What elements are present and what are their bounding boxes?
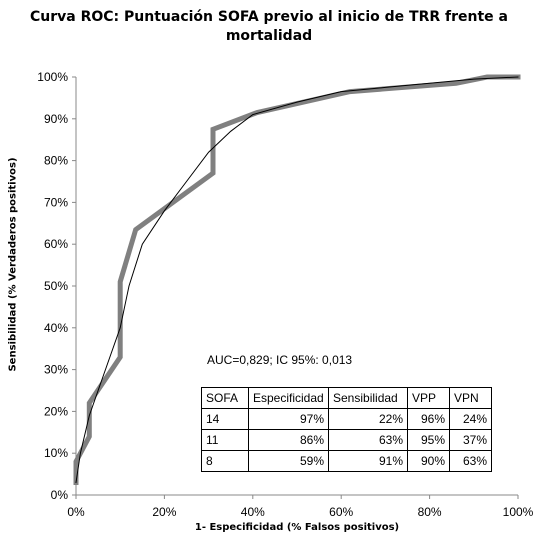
table-cell: 14 [201,408,249,430]
table-row: 8 59% 91% 90% 63% [201,450,492,472]
x-axis: 0% 20% 40% 60% 80% 100% [67,494,534,519]
y-axis-label: Sensibilidad (% Verdaderos positivos) [7,157,19,372]
table-cell: 86% [248,429,329,451]
y-tick-label: 0% [51,488,69,502]
table-cell: 11 [201,429,249,451]
table-row: 14 97% 22% 96% 24% [201,408,492,430]
y-tick-label: 90% [44,112,68,126]
series-layer [73,74,521,485]
header-especificidad: Especificidad [248,387,329,409]
x-axis-label: 1- Especificidad (% Falsos positivos) [194,522,400,533]
table-cell: 97% [248,408,329,430]
y-tick-label: 100% [37,70,68,84]
table-cell: 24% [449,408,492,430]
header-vpn: VPN [449,387,492,409]
y-axis: 0% 10% 20% 30% 40% 50% 60% 70% 80% 90% 100% [37,70,77,502]
table-cell: 90% [407,450,450,472]
header-vpp: VPP [407,387,450,409]
y-tick-label: 10% [44,446,68,460]
table-row: 11 86% 63% 95% 37% [201,429,492,451]
y-tick-label: 50% [44,279,68,293]
table-cell: 59% [248,450,329,472]
header-sensibilidad: Sensibilidad [328,387,408,409]
stats-header-row: SOFA Especificidad Sensibilidad VPP VPN [201,387,492,409]
x-tick-label: 40% [241,505,265,519]
x-tick-label: 0% [67,505,85,519]
x-tick-label: 20% [152,505,176,519]
x-tick-label: 100% [503,505,534,519]
header-sofa: SOFA [201,387,249,409]
y-tick-label: 20% [44,404,68,418]
table-cell: 37% [449,429,492,451]
table-cell: 95% [407,429,450,451]
y-tick-label: 40% [44,321,68,335]
stats-table: SOFA Especificidad Sensibilidad VPP VPN … [201,387,492,472]
y-tick-label: 80% [44,154,68,168]
y-tick-label: 70% [44,195,68,209]
table-cell: 22% [328,408,408,430]
chart-title: Curva ROC: Puntuación SOFA previo al ini… [30,9,508,44]
table-cell: 8 [201,450,249,472]
auc-annotation: AUC=0,829; IC 95%: 0,013 [207,353,353,367]
x-tick-label: 60% [329,505,353,519]
roc-empirical-line [73,74,521,485]
table-cell: 63% [328,429,408,451]
y-tick-label: 60% [44,237,68,251]
roc-smoothed-line [75,76,519,484]
table-cell: 91% [328,450,408,472]
y-tick-label: 30% [44,363,68,377]
x-tick-label: 80% [418,505,442,519]
table-cell: 63% [449,450,492,472]
table-cell: 96% [407,408,450,430]
